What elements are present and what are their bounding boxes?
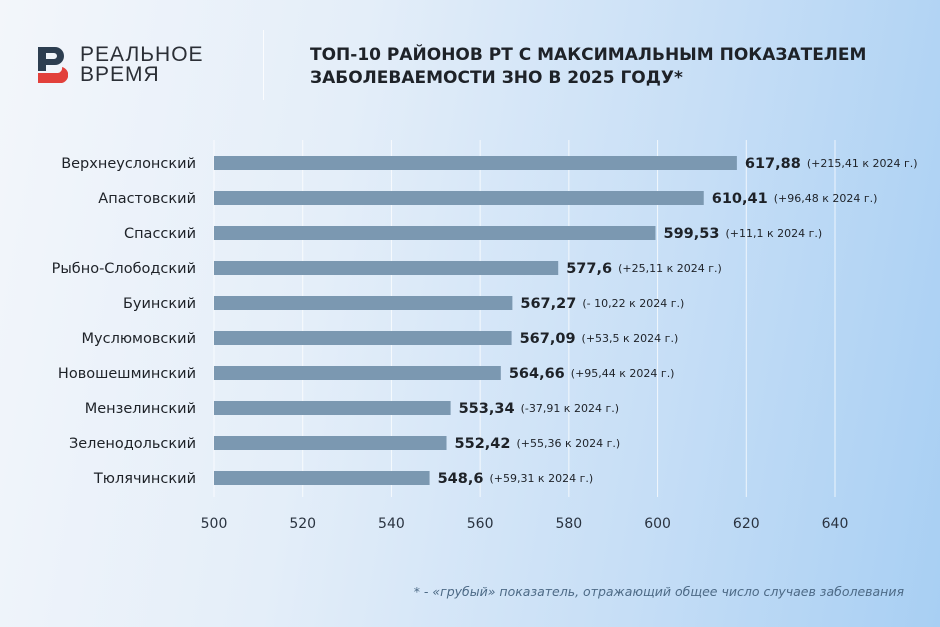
value-label: 567,27 <box>520 296 576 312</box>
x-tick-label: 640 <box>822 516 849 532</box>
bar <box>214 156 737 170</box>
value-label: 553,34 <box>459 401 515 417</box>
header-divider <box>263 30 264 100</box>
value-label: 599,53 <box>663 226 719 242</box>
bar <box>214 191 704 205</box>
category-label: Муслюмовский <box>82 331 196 347</box>
category-label: Верхнеуслонский <box>61 156 196 172</box>
value-label: 577,6 <box>566 261 612 277</box>
brand-name-line2: ВРЕМЯ <box>80 63 160 86</box>
bar <box>214 296 513 310</box>
logo-mark-icon <box>38 47 68 83</box>
category-label: Зеленодольский <box>69 436 196 452</box>
footnote: * - «грубый» показатель, отражающий обще… <box>413 584 904 599</box>
title-line1: ТОП-10 РАЙОНОВ РТ С МАКСИМАЛЬНЫМ ПОКАЗАТ… <box>310 45 867 65</box>
value-label: 567,09 <box>520 331 576 347</box>
brand-logo: РЕАЛЬНОЕ ВРЕМЯ <box>38 43 204 86</box>
bar <box>214 401 451 415</box>
chart-title: ТОП-10 РАЙОНОВ РТ С МАКСИМАЛЬНЫМ ПОКАЗАТ… <box>310 44 910 90</box>
x-tick-label: 500 <box>201 516 228 532</box>
category-label: Буинский <box>123 296 196 312</box>
change-label: (-37,91 к 2024 г.) <box>521 402 619 415</box>
x-tick-label: 560 <box>467 516 494 532</box>
category-label: Тюлячинский <box>93 471 196 487</box>
change-label: (+215,41 к 2024 г.) <box>807 157 918 170</box>
change-label: (+53,5 к 2024 г.) <box>582 332 679 345</box>
bar <box>214 471 430 485</box>
category-label: Новошешминский <box>58 366 196 382</box>
bar <box>214 226 656 240</box>
category-label: Апастовский <box>98 191 196 207</box>
category-label: Спасский <box>124 226 196 242</box>
brand-name-line1: РЕАЛЬНОЕ <box>80 43 204 66</box>
change-label: (+95,44 к 2024 г.) <box>571 367 675 380</box>
x-tick-label: 520 <box>289 516 316 532</box>
x-tick-label: 600 <box>644 516 671 532</box>
category-label: Рыбно-Слободский <box>52 261 196 277</box>
category-label: Мензелинский <box>85 401 196 417</box>
bar <box>214 261 559 275</box>
x-tick-label: 580 <box>555 516 582 532</box>
x-tick-label: 540 <box>378 516 405 532</box>
value-label: 610,41 <box>712 191 768 207</box>
value-label: 548,6 <box>438 471 484 487</box>
title-line2: ЗАБОЛЕВАЕМОСТИ ЗНО В 2025 ГОДУ* <box>310 68 683 88</box>
bar <box>214 331 512 345</box>
bar <box>214 366 501 380</box>
change-label: (+11,1 к 2024 г.) <box>725 227 822 240</box>
change-label: (+25,11 к 2024 г.) <box>618 262 722 275</box>
value-label: 552,42 <box>455 436 511 452</box>
x-tick-label: 620 <box>733 516 760 532</box>
change-label: (+96,48 к 2024 г.) <box>774 192 878 205</box>
change-label: (+55,36 к 2024 г.) <box>516 437 620 450</box>
bar <box>214 436 447 450</box>
value-label: 564,66 <box>509 366 565 382</box>
change-label: (+59,31 к 2024 г.) <box>489 472 593 485</box>
change-label: (- 10,22 к 2024 г.) <box>582 297 684 310</box>
value-label: 617,88 <box>745 156 801 172</box>
